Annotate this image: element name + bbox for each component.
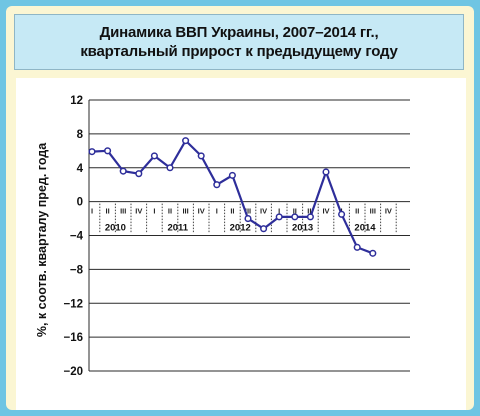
y-tick-label: 8 xyxy=(77,129,84,141)
quarter-tick-label: II xyxy=(293,207,297,216)
y-tick-label: 4 xyxy=(77,163,84,175)
quarter-tick-label: II xyxy=(230,207,234,216)
year-label: 2012 xyxy=(230,223,251,234)
data-point xyxy=(197,152,205,160)
year-label: 2011 xyxy=(167,223,188,234)
y-tick-label: 0 xyxy=(77,197,83,209)
quarter-tick-label: III xyxy=(120,207,126,216)
quarter-tick-label: III xyxy=(370,207,376,216)
data-point xyxy=(228,171,236,179)
data-point xyxy=(291,213,299,221)
grid-lines xyxy=(88,99,410,372)
data-point xyxy=(369,249,377,257)
chart-title: Динамика ВВП Украины, 2007–2014 гг., xyxy=(99,24,379,41)
year-axis: 2010 2011 2012 2013 2014 xyxy=(105,223,376,234)
quarter-tick-label: I xyxy=(91,207,93,216)
gdp-growth-line xyxy=(91,139,374,255)
quarter-tick-label: II xyxy=(168,207,172,216)
gdp-series xyxy=(88,137,377,257)
data-point xyxy=(213,181,221,189)
quarter-tick-label: I xyxy=(278,207,280,216)
quarter-tick-label: IV xyxy=(322,207,329,216)
data-point xyxy=(260,225,268,233)
y-tick-label: 12 xyxy=(70,95,83,107)
data-point xyxy=(182,137,190,145)
data-point xyxy=(353,243,361,251)
quarter-tick-label: III xyxy=(245,207,251,216)
quarter-tick-label: II xyxy=(355,207,359,216)
chart-title-box: Динамика ВВП Украины, 2007–2014 гг., ква… xyxy=(14,14,464,70)
quarter-tick-label: IV xyxy=(260,207,267,216)
data-point xyxy=(275,213,283,221)
data-point xyxy=(322,168,330,176)
data-point xyxy=(88,148,96,156)
quarter-tick-label: IV xyxy=(198,207,205,216)
quarter-tick-label: I xyxy=(153,207,155,216)
year-label: 2010 xyxy=(105,223,126,234)
quarter-tick-label: III xyxy=(182,207,188,216)
chart-subtitle: квартальный прирост к предыдущему году xyxy=(80,43,398,60)
quarter-tick-label: II xyxy=(106,207,110,216)
plot-panel xyxy=(16,78,466,410)
y-tick-label: −20 xyxy=(63,366,83,378)
y-tick-label: −8 xyxy=(70,264,84,276)
year-label: 2013 xyxy=(292,223,313,234)
y-axis-label: %, к соотв. кварталу пред. года xyxy=(35,142,49,337)
quarter-axis: IIIIIIIVIIIIIIIVIIIIIIIVIIIIIIIVIIIIIIIV xyxy=(91,203,397,234)
quarter-tick-label: I xyxy=(216,207,218,216)
data-point xyxy=(135,170,143,178)
data-point xyxy=(104,147,112,155)
data-point xyxy=(338,210,346,218)
data-point xyxy=(244,215,252,223)
quarter-tick-label: IV xyxy=(135,207,142,216)
quarter-tick-label: III xyxy=(307,207,313,216)
data-point xyxy=(150,152,158,160)
year-label: 2014 xyxy=(354,223,376,234)
quarter-tick-label: IV xyxy=(385,207,392,216)
data-point xyxy=(119,167,127,175)
y-axis-ticks: 12 8 4 0 −4 −8 −12 −16 −20 xyxy=(63,95,83,378)
y-tick-label: −12 xyxy=(63,298,83,310)
y-tick-label: −4 xyxy=(70,231,84,243)
y-tick-label: −16 xyxy=(63,332,83,344)
data-point xyxy=(166,164,174,172)
data-point xyxy=(306,213,314,221)
